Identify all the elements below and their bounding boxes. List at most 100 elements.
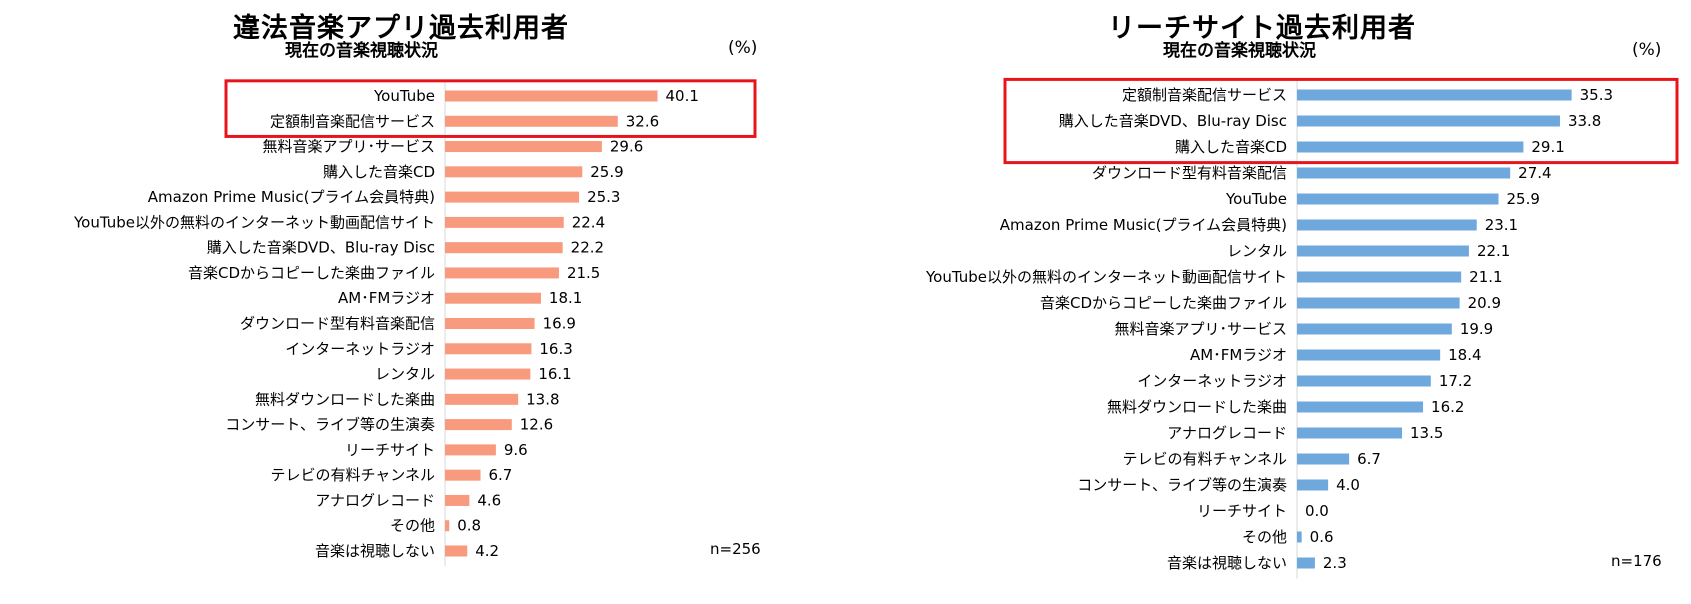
- bar: [445, 166, 583, 178]
- bar: [1297, 349, 1441, 361]
- bar-chart-right: 定額制音楽配信サービス 35.3 購入した音楽DVD、Blu-ray Disc 33.…: [925, 77, 1679, 579]
- category-label: YouTube: [373, 87, 435, 105]
- bar: [1297, 115, 1560, 127]
- category-label: Amazon Prime Music(プライム会員特典): [148, 188, 435, 206]
- unit-label: (%): [1632, 40, 1662, 60]
- bar-chart-left: YouTube 40.1 定額制音楽配信サービス 32.6 無料音楽アプリ･サービス 29…: [73, 79, 757, 567]
- bar: [1297, 89, 1572, 101]
- value-label: 0.6: [1310, 528, 1334, 546]
- category-label: 音楽は視聴しない: [1167, 554, 1287, 572]
- category-label: 無料ダウンロードした楽曲: [255, 390, 435, 408]
- value-label: 27.4: [1518, 164, 1551, 182]
- value-label: 29.1: [1531, 138, 1564, 156]
- value-label: 19.9: [1460, 320, 1493, 338]
- bar: [445, 520, 450, 532]
- value-label: 22.1: [1477, 242, 1510, 260]
- value-label: 32.6: [626, 112, 659, 130]
- value-label: 29.6: [610, 138, 643, 156]
- value-label: 18.1: [549, 289, 582, 307]
- sample-size: n=256: [710, 540, 761, 558]
- highlight-box: [1003, 77, 1679, 165]
- chart-subtitle: 現在の音楽視聴状況: [285, 41, 438, 61]
- category-label: コンサート、ライブ等の生演奏: [225, 416, 435, 434]
- value-label: 0.0: [1305, 502, 1329, 520]
- bar: [445, 141, 602, 153]
- category-label: その他: [390, 517, 435, 535]
- chart-panel-reach-site-users: 定額制音楽配信サービス 35.3 購入した音楽DVD、Blu-ray Disc 33.…: [845, 0, 1691, 604]
- bar: [1297, 193, 1499, 205]
- category-label: インターネットラジオ: [285, 340, 435, 358]
- value-label: 16.1: [538, 365, 571, 383]
- category-label: その他: [1242, 528, 1287, 546]
- category-label: リーチサイト: [1197, 502, 1287, 520]
- bar: [1297, 375, 1431, 387]
- value-label: 40.1: [666, 87, 699, 105]
- value-label: 23.1: [1485, 216, 1518, 234]
- chart-title: リーチサイト過去利用者: [1108, 13, 1416, 44]
- value-label: 4.0: [1336, 476, 1360, 494]
- category-label: ダウンロード型有料音楽配信: [240, 315, 435, 333]
- value-label: 21.1: [1469, 268, 1502, 286]
- value-label: 12.6: [520, 416, 553, 434]
- category-label: 購入した音楽CD: [1175, 138, 1287, 156]
- bar: [1297, 167, 1511, 179]
- category-label: AM･FMラジオ: [1190, 346, 1287, 364]
- value-label: 25.9: [1507, 190, 1540, 208]
- bar: [445, 393, 519, 405]
- bar: [1297, 271, 1462, 283]
- category-label: YouTube: [1225, 190, 1287, 208]
- category-label: インターネットラジオ: [1137, 372, 1287, 390]
- value-label: 16.9: [543, 315, 576, 333]
- bar: [445, 494, 470, 506]
- category-label: 音楽CDからコピーした楽曲ファイル: [188, 264, 435, 282]
- sample-size: n=176: [1611, 552, 1662, 570]
- bar: [1297, 531, 1302, 543]
- category-label: アナログレコード: [1167, 424, 1287, 442]
- bar: [1297, 479, 1329, 491]
- value-label: 0.8: [457, 517, 481, 535]
- bar: [1297, 245, 1469, 257]
- value-label: 16.2: [1431, 398, 1464, 416]
- unit-label: (%): [728, 38, 758, 58]
- value-label: 6.7: [489, 466, 513, 484]
- category-label: テレビの有料チャンネル: [1122, 450, 1287, 468]
- value-label: 2.3: [1323, 554, 1347, 572]
- category-label: 購入した音楽DVD、Blu-ray Disc: [1059, 112, 1287, 130]
- category-label: コンサート、ライブ等の生演奏: [1077, 476, 1287, 494]
- value-label: 4.6: [477, 491, 501, 509]
- bar: [1297, 401, 1424, 413]
- category-label: レンタル: [1227, 242, 1287, 260]
- category-label: 無料音楽アプリ･サービス: [1114, 320, 1287, 338]
- bar: [445, 343, 532, 355]
- category-label: テレビの有料チャンネル: [270, 466, 435, 484]
- category-label: 購入した音楽DVD、Blu-ray Disc: [207, 239, 435, 257]
- value-label: 33.8: [1568, 112, 1601, 130]
- bar: [1297, 297, 1460, 309]
- category-label: 無料ダウンロードした楽曲: [1107, 398, 1287, 416]
- value-label: 4.2: [475, 542, 499, 560]
- bar: [1297, 219, 1477, 231]
- bar: [1297, 427, 1403, 439]
- bar: [1297, 453, 1350, 465]
- value-label: 22.4: [572, 213, 605, 231]
- bar: [445, 545, 468, 557]
- category-label: 無料音楽アプリ･サービス: [262, 138, 435, 156]
- value-label: 35.3: [1580, 86, 1613, 104]
- bar: [445, 444, 496, 456]
- category-label: リーチサイト: [345, 441, 435, 459]
- bar: [445, 469, 481, 481]
- value-label: 21.5: [567, 264, 600, 282]
- category-label: ダウンロード型有料音楽配信: [1092, 164, 1287, 182]
- value-label: 18.4: [1448, 346, 1481, 364]
- bar: [445, 115, 618, 127]
- value-label: 25.3: [587, 188, 620, 206]
- category-label: YouTube以外の無料のインターネット動画配信サイト: [73, 213, 435, 231]
- category-label: AM･FMラジオ: [338, 289, 435, 307]
- bar: [445, 267, 559, 279]
- category-label: 定額制音楽配信サービス: [270, 112, 435, 130]
- bar: [1297, 323, 1452, 335]
- category-label: 定額制音楽配信サービス: [1122, 86, 1287, 104]
- value-label: 13.8: [526, 390, 559, 408]
- bar: [445, 368, 531, 380]
- value-label: 13.5: [1410, 424, 1443, 442]
